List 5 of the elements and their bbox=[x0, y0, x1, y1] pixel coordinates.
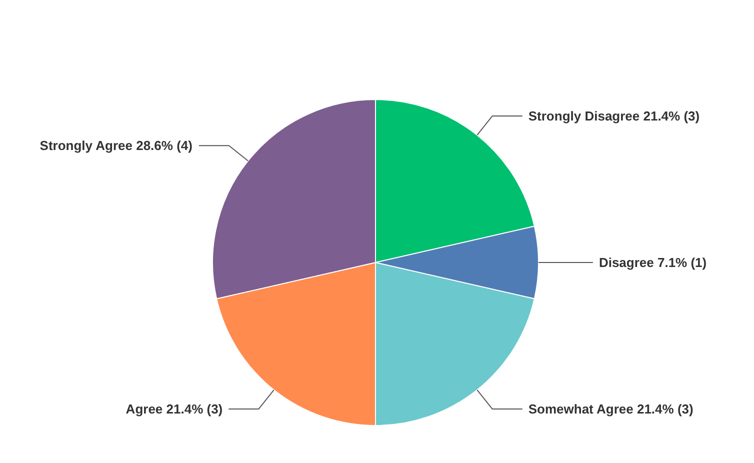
slice-label: Somewhat Agree 21.4% (3) bbox=[528, 402, 694, 417]
slice-label: Strongly Disagree 21.4% (3) bbox=[528, 108, 700, 124]
slice-label: Disagree 7.1% (1) bbox=[598, 255, 707, 270]
slice-label: Strongly Agree 28.6% (4) bbox=[40, 138, 192, 154]
slice-label: Agree 21.4% (3) bbox=[126, 402, 223, 417]
